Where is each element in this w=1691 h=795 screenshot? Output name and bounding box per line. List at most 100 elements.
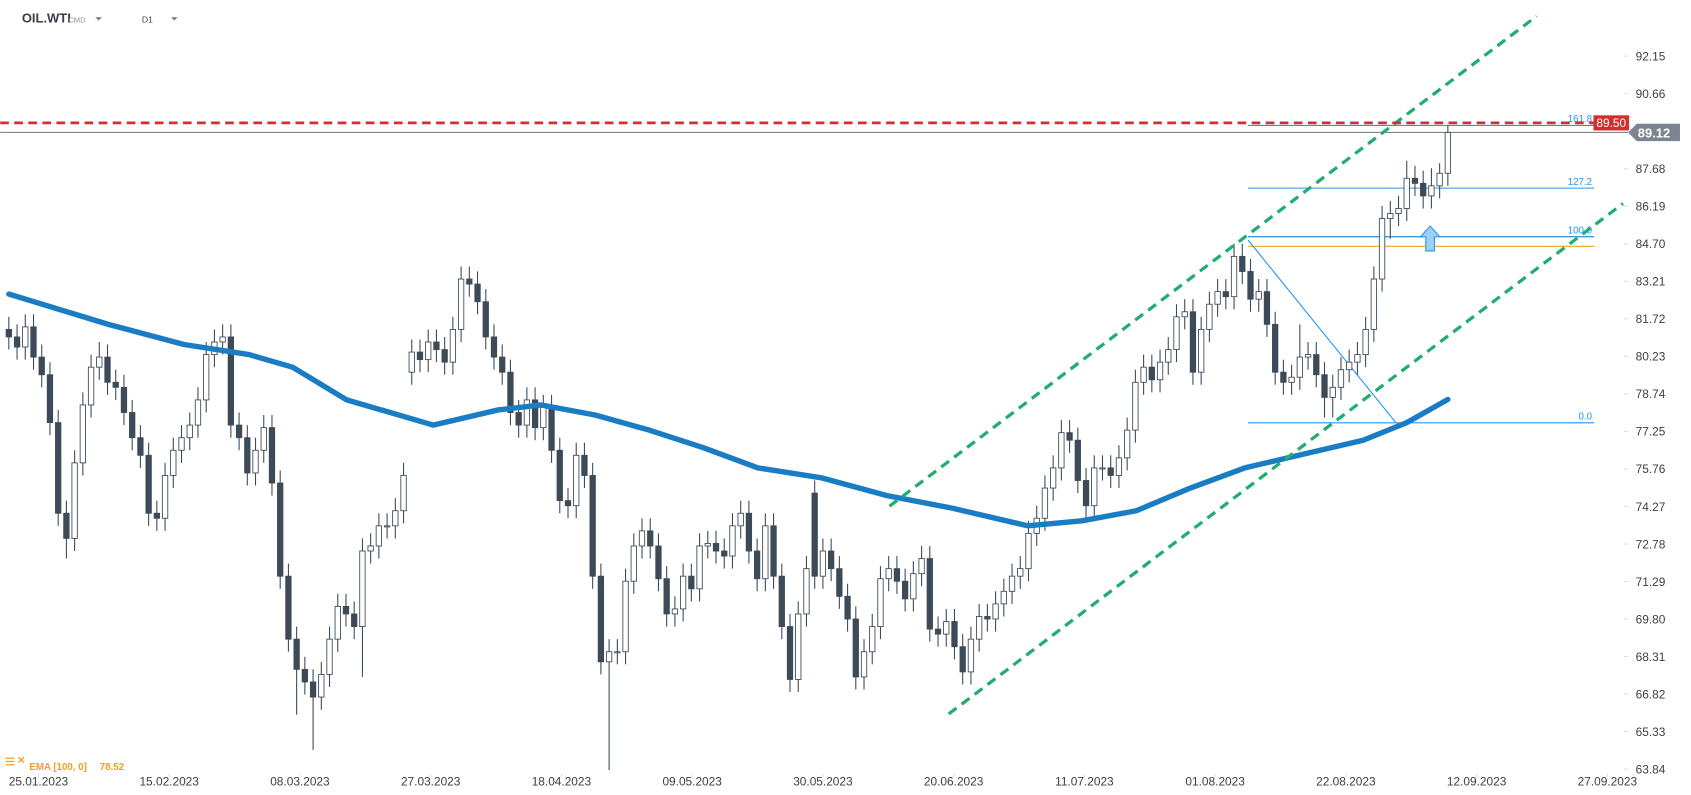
legend-close[interactable] [18, 756, 25, 764]
symbol[interactable]: OIL.WTI [22, 11, 71, 26]
candle-body [1132, 381, 1139, 431]
candle-body [1181, 311, 1188, 318]
candle-body [671, 608, 679, 615]
candle-body [1041, 487, 1049, 519]
candle-body [622, 580, 629, 653]
candle-body [1362, 328, 1369, 356]
candle-body [902, 580, 909, 600]
candle-body [1230, 255, 1238, 298]
candle-body [178, 437, 185, 451]
candle-body [13, 336, 21, 348]
y-tick-label: 84.70 [1636, 237, 1666, 251]
candle-body [663, 578, 670, 615]
candle-body [1148, 366, 1155, 381]
y-tick-label: 90.66 [1636, 87, 1666, 101]
candle-body [515, 412, 522, 426]
candle-body [342, 605, 350, 615]
candle-body [400, 475, 407, 512]
candle-body [943, 621, 950, 635]
dropdown-arrow[interactable] [171, 17, 178, 21]
candle-body [1436, 172, 1443, 187]
candle-body [425, 341, 432, 361]
candle-body [729, 525, 736, 557]
candle-body [786, 626, 794, 680]
candle-body [844, 595, 851, 620]
candle-body [71, 462, 78, 539]
last-price-box [1628, 123, 1680, 142]
fib-diagonal [1247, 239, 1397, 424]
candle-body [556, 449, 563, 502]
x-tick-label: 09.05.2023 [662, 774, 722, 788]
candle-body [1091, 467, 1098, 507]
candle-body [408, 351, 415, 373]
candle-body [1058, 432, 1065, 469]
candle-body [1214, 291, 1221, 305]
candle-body [1428, 185, 1435, 197]
timeframe[interactable]: D1 [142, 15, 153, 25]
candle-body [1420, 182, 1427, 197]
candle-body [1000, 590, 1007, 605]
candle-body [1280, 371, 1287, 383]
y-tick-label: 68.31 [1636, 650, 1666, 664]
candle-body [457, 278, 465, 330]
candle-body [877, 578, 884, 627]
y-tick-label: 63.84 [1636, 762, 1666, 776]
candle-body [203, 354, 210, 401]
y-tick-label: 83.21 [1636, 275, 1666, 289]
candle-body [712, 543, 720, 552]
candle-body [976, 616, 983, 640]
candle-body [145, 454, 152, 514]
candle-body [1050, 467, 1057, 489]
candle-body [1411, 177, 1419, 184]
candle-body [30, 326, 37, 358]
x-tick-label: 20.06.2023 [924, 774, 984, 788]
candle-body [1173, 316, 1180, 350]
candle-body [721, 550, 728, 557]
y-tick-label: 66.82 [1636, 687, 1666, 701]
candle-body [1272, 323, 1279, 373]
candle-body [96, 356, 103, 368]
y-tick-label: 78.74 [1636, 387, 1666, 401]
x-tick-label: 22.08.2023 [1316, 774, 1376, 788]
y-tick-label: 81.72 [1636, 312, 1666, 326]
candle-body [55, 422, 62, 514]
candle-body [967, 638, 975, 673]
candle-body [252, 449, 259, 474]
candle-body [22, 326, 29, 348]
candle-body [1403, 177, 1410, 209]
candle-body [499, 356, 506, 373]
candle-body [647, 530, 654, 547]
candle-body [416, 351, 424, 361]
candle-body [482, 301, 489, 338]
candle-body [235, 424, 243, 439]
candle-body [137, 437, 144, 456]
candle-body [1008, 575, 1016, 592]
candle-body [926, 558, 933, 630]
candle-body [992, 603, 999, 620]
candle-body [490, 336, 498, 358]
candle-body [959, 646, 966, 673]
candle-body [153, 512, 160, 519]
channel-line [888, 14, 1538, 508]
candle-body [869, 626, 876, 653]
candle-body [186, 424, 193, 439]
legend-icon[interactable] [5, 757, 15, 766]
candle-body [277, 482, 284, 577]
candle-body [564, 500, 572, 507]
x-tick-label: 27.03.2023 [401, 774, 461, 788]
fib-label: 127.2 [1568, 177, 1592, 188]
candle-body [918, 558, 925, 575]
y-tick-label: 72.78 [1636, 537, 1666, 551]
symbol-type: CMD [68, 16, 86, 25]
candle-body [1304, 354, 1312, 358]
candle-body [383, 525, 391, 528]
candle-body [5, 328, 12, 338]
x-tick-label: 11.07.2023 [1055, 774, 1114, 788]
candle-body [293, 638, 300, 670]
candle-body [581, 454, 588, 476]
legend: EMA [100, 0] 78.52 [5, 756, 125, 773]
candle-body [811, 492, 818, 577]
legend-name: EMA [100, 0] [29, 762, 86, 773]
dropdown-arrow[interactable] [95, 17, 102, 21]
